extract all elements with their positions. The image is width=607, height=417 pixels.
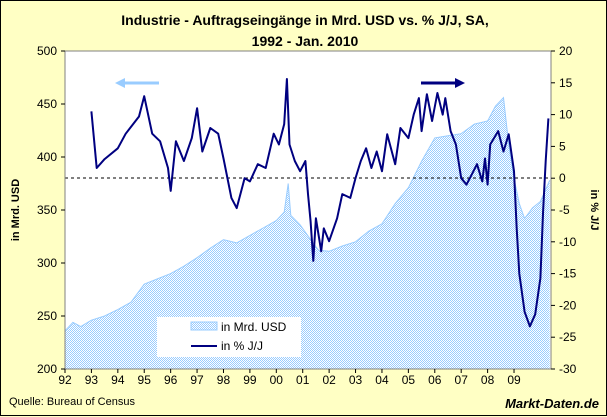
chart-subtitle: 1992 - Jan. 2010 bbox=[252, 33, 359, 49]
series-pct-line bbox=[90, 78, 550, 328]
right-tick-label: -25 bbox=[559, 330, 577, 344]
x-tick-label: 03 bbox=[349, 373, 363, 387]
x-tick-label: 93 bbox=[85, 373, 99, 387]
x-tick-label: 07 bbox=[455, 373, 469, 387]
right-tick-label: 0 bbox=[559, 171, 566, 185]
right-tick-label: -10 bbox=[559, 235, 577, 249]
right-tick-label: 10 bbox=[559, 108, 573, 122]
left-tick-label: 300 bbox=[37, 256, 57, 270]
left-tick-label: 200 bbox=[37, 362, 57, 376]
source-note: Quelle: Bureau of Census bbox=[9, 396, 135, 408]
left-tick-label: 250 bbox=[37, 309, 57, 323]
right-tick-label: -15 bbox=[559, 267, 577, 281]
x-tick-label: 06 bbox=[428, 373, 442, 387]
x-tick-label: 92 bbox=[58, 373, 72, 387]
left-tick-label: 500 bbox=[37, 44, 57, 58]
right-tick-label: -20 bbox=[559, 298, 577, 312]
left-axis-arrow-icon bbox=[115, 78, 159, 88]
x-tick-label: 08 bbox=[481, 373, 495, 387]
x-tick-label: 99 bbox=[243, 373, 257, 387]
x-tick-label: 96 bbox=[164, 373, 178, 387]
x-tick-label: 98 bbox=[217, 373, 231, 387]
left-tick-label: 400 bbox=[37, 150, 57, 164]
brand-watermark: Markt-Daten.de bbox=[505, 396, 599, 411]
right-tick-label: 15 bbox=[559, 76, 573, 90]
right-axis-title: in % J/J bbox=[588, 190, 600, 231]
right-tick-label: -30 bbox=[559, 362, 577, 376]
left-tick-label: 450 bbox=[37, 97, 57, 111]
right-tick-label: -5 bbox=[559, 203, 570, 217]
legend-area-swatch bbox=[190, 321, 218, 331]
x-tick-label: 04 bbox=[375, 373, 389, 387]
x-tick-label: 09 bbox=[507, 373, 521, 387]
left-tick-label: 350 bbox=[37, 203, 57, 217]
right-axis-arrow-icon bbox=[421, 78, 465, 88]
legend-label-level: in Mrd. USD bbox=[221, 320, 287, 334]
x-tick-label: 02 bbox=[322, 373, 336, 387]
chart-title: Industrie - Auftragseingänge in Mrd. USD… bbox=[121, 12, 488, 28]
legend-label-pct: in % J/J bbox=[221, 339, 263, 353]
x-tick-label: 97 bbox=[190, 373, 204, 387]
x-tick-label: 95 bbox=[138, 373, 152, 387]
series-level-area bbox=[65, 97, 550, 369]
x-tick-label: 94 bbox=[111, 373, 125, 387]
x-tick-label: 00 bbox=[270, 373, 284, 387]
legend: in Mrd. USD in % J/J bbox=[157, 317, 301, 357]
x-tick-label: 05 bbox=[402, 373, 416, 387]
right-tick-label: 5 bbox=[559, 139, 566, 153]
right-tick-label: 20 bbox=[559, 44, 573, 58]
x-tick-label: 01 bbox=[296, 373, 310, 387]
left-axis-title: in Mrd. USD bbox=[10, 179, 22, 241]
